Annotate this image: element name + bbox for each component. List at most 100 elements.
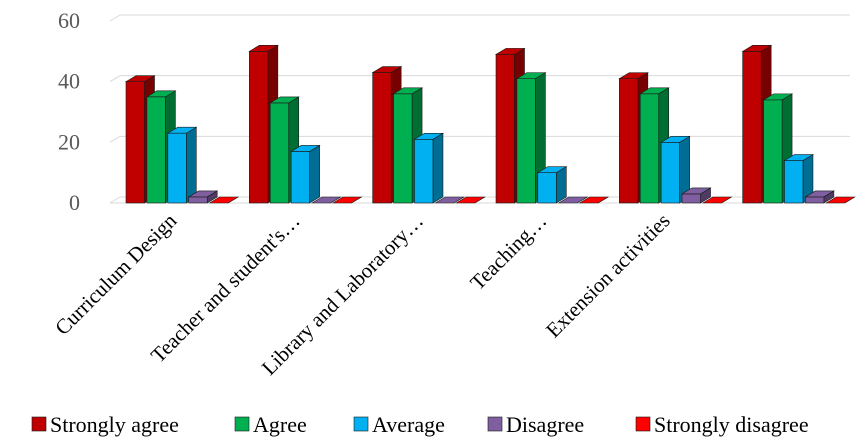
bar-front	[188, 196, 208, 204]
bar	[290, 144, 321, 204]
bar-front	[290, 151, 310, 204]
bar	[804, 190, 835, 204]
bar-top	[494, 48, 526, 55]
bar-top	[290, 145, 321, 152]
bar-top	[804, 190, 835, 198]
bar-top	[515, 72, 547, 79]
bar-side	[186, 126, 197, 204]
bar-front	[146, 96, 166, 204]
bar-top	[145, 90, 177, 98]
legend-swatch	[487, 416, 503, 432]
bar	[701, 196, 733, 204]
legend-item: Agree	[234, 412, 307, 437]
bar-front	[269, 102, 290, 204]
gridline-depth	[109, 135, 121, 143]
bar-front	[537, 172, 557, 204]
bar-top	[269, 96, 300, 104]
bar-front	[249, 51, 269, 204]
legend-swatch	[353, 416, 369, 432]
bar-side	[309, 144, 320, 204]
gridline-depth	[109, 75, 121, 83]
bar-front	[372, 72, 392, 204]
bar-front	[639, 93, 660, 204]
bar-top	[660, 136, 691, 143]
bar-front	[763, 99, 783, 204]
bar	[680, 187, 712, 204]
legend-label: Agree	[253, 412, 307, 437]
bar	[578, 196, 610, 204]
bar-top	[434, 196, 465, 204]
legend-label: Strongly agree	[50, 412, 179, 437]
bar-top	[166, 126, 198, 134]
bar	[413, 132, 445, 204]
x-tick-label: Curriculum Design	[50, 208, 182, 340]
bar	[166, 126, 198, 204]
bar-front	[393, 93, 413, 204]
legend-label: Strongly disagree	[654, 412, 809, 437]
y-axis: 0 20 40 60	[58, 8, 80, 215]
bar-front	[742, 51, 762, 204]
bar-top	[680, 187, 712, 195]
bar-top	[455, 196, 486, 204]
bar-top	[701, 196, 733, 204]
legend-item: Strongly disagree	[635, 412, 809, 437]
legend-item: Average	[353, 412, 445, 437]
y-tick-label: 60	[58, 8, 80, 33]
bar-top	[208, 196, 240, 204]
bar-top	[331, 196, 363, 204]
legend-label: Disagree	[506, 412, 584, 437]
y-tick-label: 40	[58, 69, 80, 94]
bar-top	[578, 196, 610, 204]
bar	[783, 154, 815, 204]
bar-top	[618, 72, 649, 79]
bar-side	[432, 132, 444, 204]
bar-top	[187, 190, 219, 198]
bar-top	[783, 154, 815, 161]
bar	[434, 196, 465, 204]
y-tick-label: 20	[58, 129, 80, 154]
bar-top	[639, 87, 670, 95]
bar-front	[125, 81, 145, 204]
legend-swatch	[31, 416, 47, 432]
bar-top	[536, 166, 568, 173]
bar-top	[825, 196, 856, 204]
bar-front	[784, 160, 804, 204]
bar-front	[516, 78, 536, 204]
legend-label: Average	[372, 412, 445, 437]
x-tick-label: Teaching…	[465, 209, 551, 295]
bar-front	[414, 139, 434, 204]
bar	[536, 166, 568, 204]
bar-front	[681, 193, 701, 204]
bar-front	[495, 54, 515, 204]
bar	[208, 196, 240, 204]
bar-top	[762, 93, 794, 101]
bar	[557, 196, 589, 204]
bar-top	[741, 45, 773, 52]
legend-item: Strongly agree	[31, 412, 179, 437]
bar-top	[392, 87, 424, 95]
bar-front	[805, 196, 825, 204]
bar	[331, 196, 363, 204]
x-tick-label: Extension activities	[541, 209, 675, 343]
bar	[660, 135, 691, 204]
bar	[455, 196, 486, 204]
bar	[310, 196, 342, 204]
bar	[187, 190, 219, 204]
bar-top	[310, 196, 342, 204]
bar-top	[413, 133, 445, 140]
gridlines	[109, 14, 850, 204]
legend: Strongly agree Agree Average Disagree Strong…	[31, 412, 809, 437]
bar	[825, 196, 856, 204]
gridline-depth	[109, 196, 121, 204]
bar-top	[248, 45, 279, 52]
bar-top	[371, 66, 403, 73]
gridline-depth	[109, 14, 121, 22]
bar-top	[124, 75, 156, 82]
legend-swatch	[635, 416, 651, 432]
bars	[124, 44, 856, 204]
bar-front	[660, 142, 680, 204]
y-tick-label: 0	[69, 190, 80, 215]
bar-top	[557, 196, 589, 204]
